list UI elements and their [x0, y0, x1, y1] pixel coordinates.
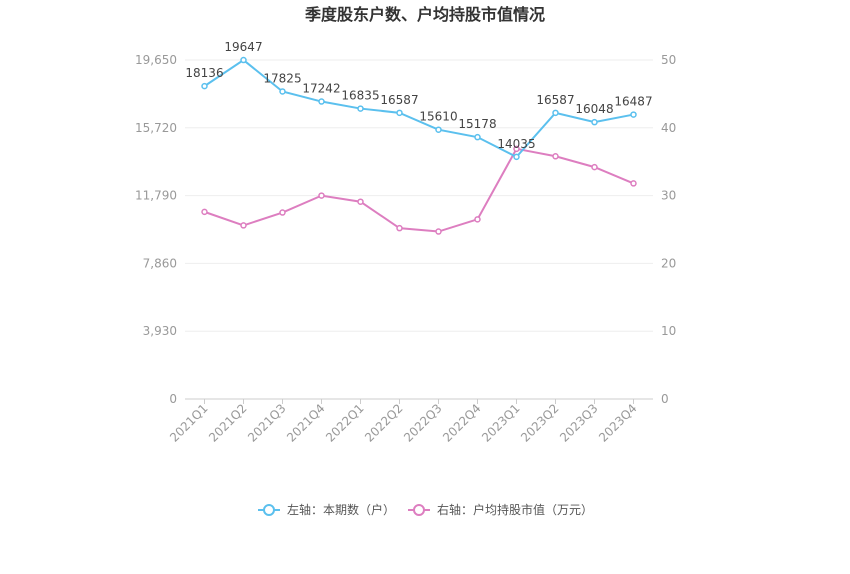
right-tick-label: 40: [661, 121, 676, 135]
data-point-left[interactable]: [552, 109, 559, 117]
data-point-left[interactable]: [240, 56, 247, 64]
legend-marker-right: [413, 504, 425, 516]
data-point-right[interactable]: [474, 216, 481, 223]
left-tick-label: 3,930: [143, 324, 177, 338]
data-point-right[interactable]: [279, 209, 286, 216]
data-point-left[interactable]: [318, 98, 325, 105]
series-line-right: [204, 147, 634, 233]
x-tick-label: 2023Q3: [557, 401, 601, 445]
legend-marker-left: [263, 504, 275, 516]
data-label: 15610: [419, 110, 457, 124]
x-tick-label: 2022Q2: [362, 401, 406, 445]
data-point-left[interactable]: [630, 111, 637, 118]
data-label: 17242: [302, 82, 340, 96]
data-point-right[interactable]: [240, 222, 247, 229]
data-point-left[interactable]: [435, 126, 442, 133]
right-tick-label: 30: [661, 189, 676, 203]
left-tick-label: 11,790: [135, 189, 177, 203]
data-point-right[interactable]: [552, 153, 559, 160]
legend-item-right[interactable]: 右轴：户均持股市值（万元）: [408, 502, 593, 517]
data-point-right[interactable]: [201, 208, 208, 216]
legend-label-right: 右轴：户均持股市值（万元）: [437, 502, 593, 517]
right-axis: 0 10 20 30 40 50: [661, 53, 676, 406]
right-tick-label: 0: [661, 392, 669, 406]
x-tick-label: 2022Q3: [401, 401, 445, 445]
data-point-right[interactable]: [318, 192, 325, 199]
legend[interactable]: 左轴：本期数（户） 右轴：户均持股市值（万元）: [258, 502, 593, 517]
series-line-left: [203, 58, 634, 159]
data-point-left[interactable]: [396, 109, 403, 117]
data-point-left[interactable]: [591, 118, 598, 126]
data-point-right[interactable]: [396, 224, 403, 232]
data-point-left[interactable]: [201, 82, 208, 90]
data-point-right[interactable]: [591, 163, 598, 171]
legend-item-left[interactable]: 左轴：本期数（户）: [258, 502, 395, 517]
data-label: 16048: [575, 102, 613, 116]
data-point-right[interactable]: [630, 180, 637, 187]
x-axis: 2021Q12021Q22021Q32021Q42022Q12022Q22022…: [167, 399, 640, 445]
data-label: 14035: [497, 137, 535, 151]
data-point-left[interactable]: [513, 153, 520, 161]
legend-label-left: 左轴：本期数（户）: [287, 502, 395, 517]
grid: [185, 59, 653, 400]
data-point-left[interactable]: [474, 133, 481, 141]
chart-title: 季度股东户数、户均持股市值情况: [304, 5, 545, 24]
x-tick-label: 2023Q1: [479, 401, 523, 445]
data-point-right[interactable]: [435, 228, 442, 235]
x-tick-label: 2021Q3: [245, 401, 289, 445]
x-tick-label: 2021Q1: [167, 401, 211, 445]
data-point-right[interactable]: [513, 145, 520, 153]
data-label: 17825: [263, 71, 301, 85]
x-tick-label: 2022Q4: [440, 401, 484, 445]
data-label: 16835: [341, 89, 379, 103]
x-tick-label: 2022Q1: [323, 401, 367, 445]
left-tick-label: 15,720: [135, 121, 177, 135]
data-point-left[interactable]: [279, 88, 286, 95]
right-tick-label: 20: [661, 256, 676, 270]
left-tick-label: 19,650: [135, 53, 177, 67]
data-label: 15178: [458, 117, 496, 131]
x-tick-label: 2021Q4: [284, 401, 328, 445]
left-tick-label: 0: [169, 392, 177, 406]
data-label: 16487: [614, 95, 652, 109]
x-tick-label: 2023Q2: [518, 401, 562, 445]
left-axis: 0 3,930 7,860 11,790 15,720 19,650: [135, 53, 177, 406]
data-label: 16587: [536, 93, 574, 107]
right-tick-label: 50: [661, 53, 676, 67]
data-label: 19647: [224, 40, 262, 54]
data-label: 18136: [185, 66, 223, 80]
data-point-right[interactable]: [357, 198, 364, 205]
data-point-left[interactable]: [357, 105, 364, 112]
left-tick-label: 7,860: [143, 256, 177, 270]
right-tick-label: 10: [661, 324, 676, 338]
x-tick-label: 2021Q2: [206, 401, 250, 445]
data-label: 16587: [380, 93, 418, 107]
x-tick-label: 2023Q4: [596, 401, 640, 445]
